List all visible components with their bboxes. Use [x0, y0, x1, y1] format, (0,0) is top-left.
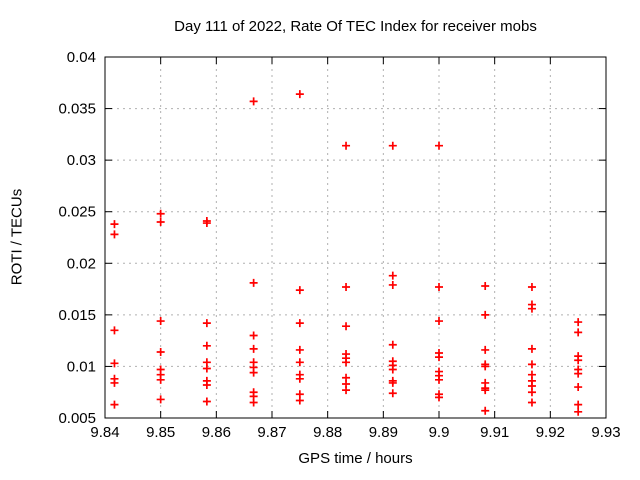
data-point [574, 400, 583, 409]
plot-border [104, 56, 607, 419]
data-point [388, 141, 397, 150]
data-point [249, 368, 258, 377]
data-point [481, 406, 490, 415]
data-point [156, 395, 165, 404]
data-point [435, 141, 443, 150]
data-point [574, 383, 583, 392]
data-point [574, 369, 583, 378]
data-point [574, 356, 583, 365]
x-tick-label: 9.89 [369, 424, 398, 441]
y-tick-label: 0.025 [58, 204, 96, 221]
data-point [481, 281, 490, 290]
y-tick-label: 0.005 [58, 410, 96, 427]
y-tick-label: 0.01 [67, 358, 96, 375]
data-point [435, 317, 443, 326]
x-tick-label: 9.9 [429, 424, 450, 441]
x-tick-label: 9.93 [591, 424, 620, 441]
data-point [388, 389, 397, 398]
data-point [110, 378, 119, 387]
data-point [342, 358, 351, 367]
data-point [202, 319, 211, 328]
data-point [156, 317, 165, 326]
x-tick-label: 9.84 [90, 424, 119, 441]
data-point [202, 341, 211, 350]
data-point [481, 386, 490, 395]
data-point [110, 220, 119, 229]
data-point [295, 374, 304, 383]
data-point [202, 380, 211, 389]
x-axis-label: GPS time / hours [298, 450, 413, 467]
y-tick-label: 0.035 [58, 101, 96, 118]
data-point [156, 347, 165, 356]
data-point [295, 319, 304, 328]
data-point [249, 278, 258, 287]
data-point [388, 271, 397, 280]
data-point [156, 209, 165, 218]
y-tick-label: 0.015 [58, 307, 96, 324]
x-tick-label: 9.86 [202, 424, 231, 441]
data-point [435, 393, 443, 402]
data-point [295, 358, 304, 367]
data-point [388, 378, 397, 387]
data-point [435, 353, 443, 362]
data-point [295, 345, 304, 354]
data-point [527, 283, 536, 292]
x-tick-label: 9.92 [536, 424, 565, 441]
data-point [481, 362, 490, 371]
x-tick-label: 9.85 [146, 424, 175, 441]
chart-title: Day 111 of 2022, Rate Of TEC Index for r… [174, 18, 537, 35]
x-tick-label: 9.91 [480, 424, 509, 441]
x-tick-label: 9.87 [257, 424, 286, 441]
data-point [342, 141, 351, 150]
data-point [249, 331, 258, 340]
data-point [388, 340, 397, 349]
data-point [295, 286, 304, 295]
data-point [156, 218, 165, 227]
y-tick-label: 0.03 [67, 152, 96, 169]
data-point [388, 280, 397, 289]
data-point [110, 400, 119, 409]
data-point [527, 398, 536, 407]
data-point [435, 375, 443, 384]
data-point [574, 318, 583, 327]
data-point [249, 97, 258, 106]
data-point [110, 230, 119, 239]
data-point [202, 364, 211, 373]
data-point [156, 375, 165, 384]
data-point [342, 322, 351, 331]
y-tick-label: 0.02 [67, 255, 96, 272]
data-point [295, 396, 304, 405]
data-point [295, 90, 304, 99]
x-tick-label: 9.88 [313, 424, 342, 441]
y-tick-label: 0.04 [67, 49, 96, 66]
data-point [388, 365, 397, 374]
data-point [110, 326, 119, 335]
data-point [574, 407, 583, 416]
data-point [342, 283, 351, 292]
data-point [527, 344, 536, 353]
data-point [249, 344, 258, 353]
data-point [481, 310, 490, 319]
data-point [110, 359, 119, 368]
data-point [527, 304, 536, 313]
data-point [249, 398, 258, 407]
data-point [574, 328, 583, 337]
data-point [527, 388, 536, 397]
data-point [202, 219, 211, 228]
data-point [342, 386, 351, 395]
data-point [527, 360, 536, 369]
data-point [481, 345, 490, 354]
data-point [435, 283, 443, 292]
data-point [202, 397, 211, 406]
